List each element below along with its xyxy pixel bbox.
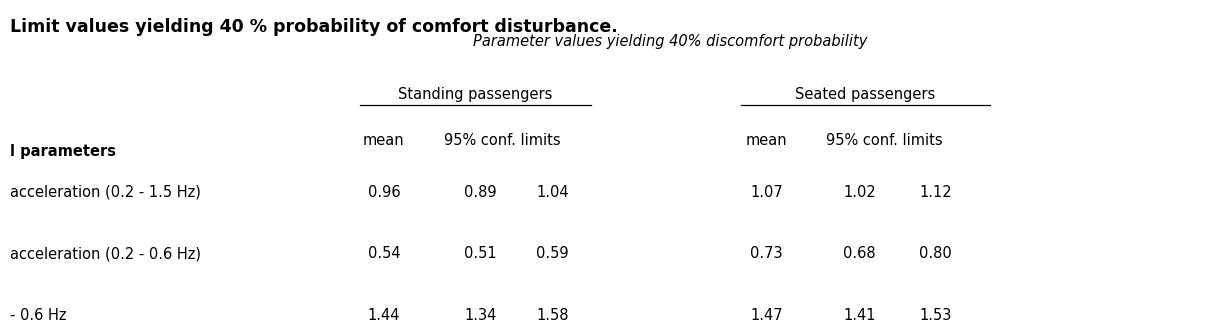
- Text: acceleration (0.2 - 0.6 Hz): acceleration (0.2 - 0.6 Hz): [10, 246, 200, 261]
- Text: Parameter values yielding 40% discomfort probability: Parameter values yielding 40% discomfort…: [473, 34, 867, 49]
- Text: 1.02: 1.02: [842, 185, 876, 200]
- Text: 1.58: 1.58: [537, 308, 568, 323]
- Text: - 0.6 Hz: - 0.6 Hz: [10, 308, 66, 323]
- Text: 0.51: 0.51: [463, 246, 497, 261]
- Text: mean: mean: [363, 133, 404, 148]
- Text: 0.59: 0.59: [536, 246, 570, 261]
- Text: 0.73: 0.73: [750, 246, 783, 261]
- Text: 0.89: 0.89: [463, 185, 497, 200]
- Text: mean: mean: [746, 133, 787, 148]
- Text: 1.04: 1.04: [536, 185, 570, 200]
- Text: Limit values yielding 40 % probability of comfort disturbance.: Limit values yielding 40 % probability o…: [10, 18, 618, 36]
- Text: 0.80: 0.80: [919, 246, 952, 261]
- Text: 0.96: 0.96: [367, 185, 401, 200]
- Text: Standing passengers: Standing passengers: [398, 87, 553, 102]
- Text: 0.68: 0.68: [842, 246, 876, 261]
- Text: 1.44: 1.44: [368, 308, 400, 323]
- Text: l parameters: l parameters: [10, 144, 116, 159]
- Text: 95% conf. limits: 95% conf. limits: [827, 133, 943, 148]
- Text: 1.34: 1.34: [465, 308, 496, 323]
- Text: acceleration (0.2 - 1.5 Hz): acceleration (0.2 - 1.5 Hz): [10, 185, 200, 200]
- Text: 1.41: 1.41: [844, 308, 875, 323]
- Text: 95% conf. limits: 95% conf. limits: [444, 133, 560, 148]
- Text: 1.47: 1.47: [750, 308, 783, 323]
- Text: 0.54: 0.54: [367, 246, 401, 261]
- Text: 1.53: 1.53: [920, 308, 951, 323]
- Text: 1.07: 1.07: [750, 185, 783, 200]
- Text: 1.12: 1.12: [919, 185, 952, 200]
- Text: Seated passengers: Seated passengers: [795, 87, 935, 102]
